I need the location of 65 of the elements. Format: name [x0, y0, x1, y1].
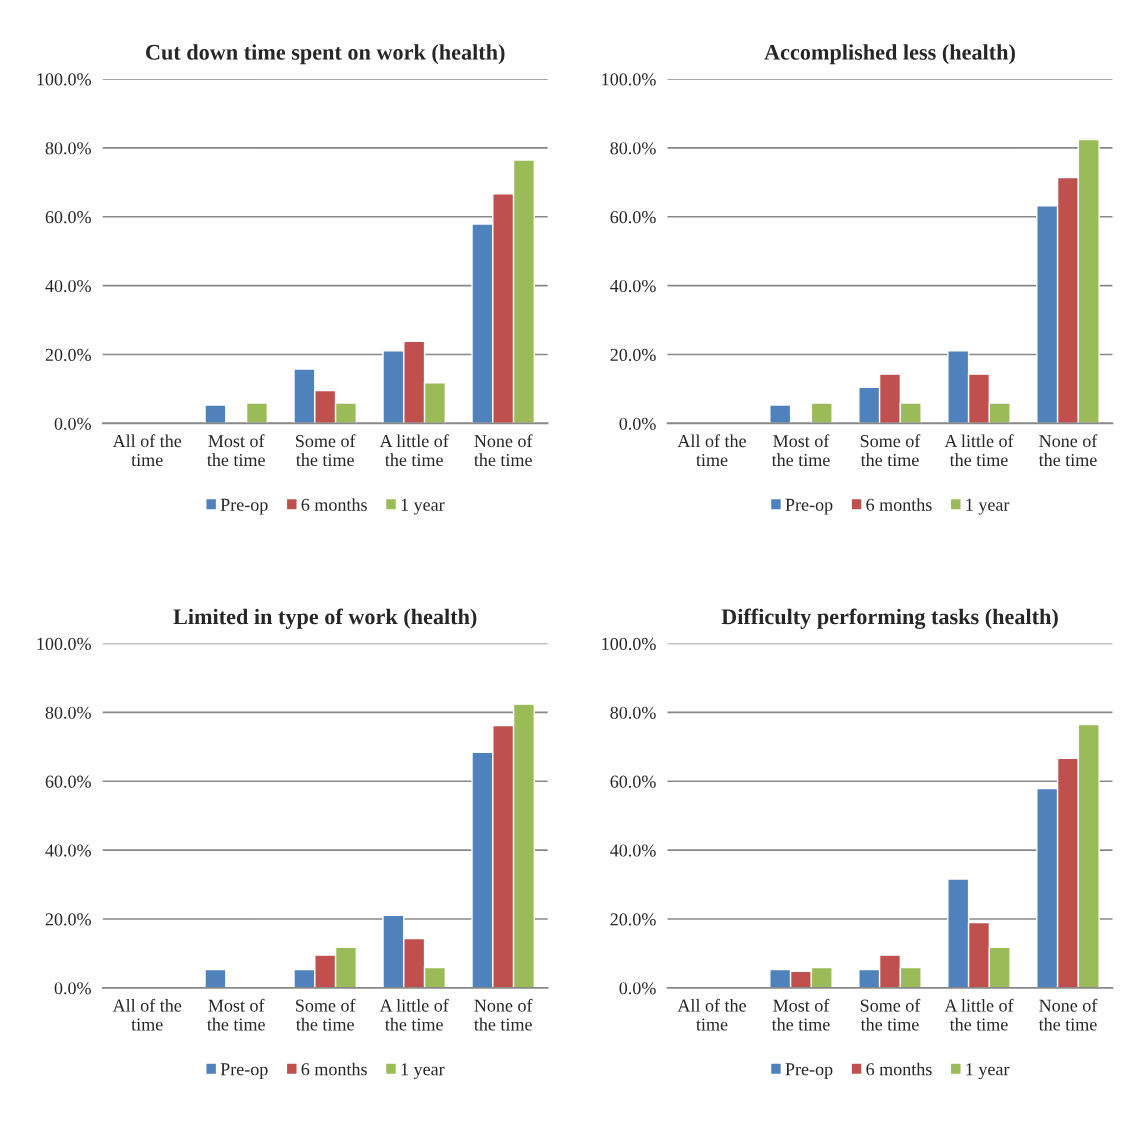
x-tick-label: All of the time: [112, 434, 182, 467]
x-tick-label: A little of the time: [379, 434, 449, 467]
bar: [769, 404, 792, 424]
y-tick-label: 40.0%: [610, 279, 656, 293]
x-tick-label: None of the time: [1038, 434, 1098, 467]
x-tick-label: All of the time: [112, 998, 182, 1031]
y-tick-label: 40.0%: [610, 844, 656, 857]
y-tick-label: 100.0%: [602, 637, 656, 651]
y-tick-label: 20.0%: [45, 913, 91, 926]
x-tick-label: Some of the time: [860, 998, 921, 1031]
legend-label: 6 months: [866, 1062, 932, 1076]
y-tick-label: 0.0%: [54, 417, 91, 430]
legend-label: Pre-op: [785, 498, 833, 515]
chart-title: Accomplished less (health): [764, 44, 1015, 65]
legend-label: 1 year: [401, 1063, 445, 1080]
y-tick-label: 40.0%: [45, 844, 91, 857]
x-tick-label: None of the time: [474, 998, 533, 1031]
y-tick-label: 0.0%: [619, 417, 656, 430]
y-tick-label: 100.0%: [37, 73, 91, 86]
x-tick-label: Most of the time: [207, 998, 265, 1031]
y-tick-label: 60.0%: [45, 775, 91, 788]
y-tick-label: 80.0%: [45, 706, 91, 719]
y-tick-label: 80.0%: [610, 706, 656, 719]
chart-title: Limited in type of work (health): [173, 608, 477, 629]
legend-label: 6 months: [301, 1062, 367, 1076]
y-tick-label: 80.0%: [45, 142, 91, 155]
x-tick-label: Some of the time: [296, 434, 356, 467]
bar: [204, 968, 227, 988]
x-tick-label: None of the time: [1038, 998, 1098, 1031]
y-tick-label: 60.0%: [610, 775, 656, 788]
x-tick-label: Most of the time: [771, 434, 830, 467]
x-tick-label: A little of the time: [944, 998, 1014, 1031]
y-tick-label: 20.0%: [610, 913, 656, 926]
y-tick-label: 100.0%: [37, 637, 91, 651]
legend-label: 6 months: [866, 498, 932, 511]
legend-label: 1 year: [966, 498, 1010, 515]
legend-label: Pre-op: [220, 498, 268, 515]
y-tick-label: 40.0%: [45, 279, 91, 293]
y-tick-label: 20.0%: [45, 348, 91, 362]
legend-label: 6 months: [301, 498, 367, 511]
legend-label: 1 year: [966, 1063, 1010, 1080]
y-tick-label: 0.0%: [54, 982, 91, 995]
legend-label: Pre-op: [785, 1063, 833, 1080]
x-tick-label: Most of the time: [207, 434, 265, 467]
x-tick-label: A little of the time: [379, 998, 449, 1031]
y-tick-label: 60.0%: [610, 211, 656, 224]
bar: [204, 404, 227, 424]
y-tick-label: 80.0%: [610, 142, 656, 155]
y-tick-label: 20.0%: [610, 348, 656, 362]
x-tick-label: A little of the time: [944, 434, 1014, 467]
x-tick-label: Some of the time: [860, 434, 921, 467]
x-tick-label: None of the time: [474, 434, 533, 467]
legend-label: 1 year: [401, 498, 445, 515]
x-tick-label: All of the time: [677, 434, 746, 467]
y-tick-label: 60.0%: [45, 211, 91, 224]
chart-title: Difficulty performing tasks (health): [721, 608, 1058, 629]
x-tick-label: Some of the time: [296, 998, 356, 1031]
chart-title: Cut down time spent on work (health): [146, 44, 505, 65]
y-tick-label: 100.0%: [602, 73, 656, 86]
legend-label: Pre-op: [220, 1063, 268, 1080]
bar: [245, 402, 269, 424]
x-tick-label: Most of the time: [771, 998, 830, 1031]
bar: [810, 402, 833, 424]
x-tick-label: All of the time: [677, 998, 746, 1031]
y-tick-label: 0.0%: [619, 982, 656, 995]
